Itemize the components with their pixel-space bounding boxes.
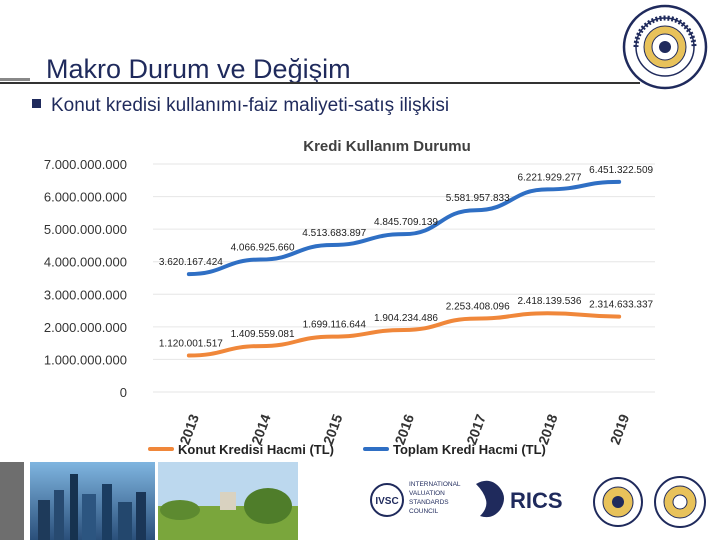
data-label: 2.418.139.536 (517, 296, 581, 307)
bullet-item: Konut kredisi kullanımı-faiz maliyeti-sa… (32, 95, 449, 117)
data-point (546, 188, 548, 190)
data-point (475, 318, 477, 320)
data-label: 6.451.322.509 (589, 165, 653, 176)
partner-seal-logo (593, 477, 643, 527)
y-tick-label: 7.000.000.000 (44, 157, 127, 172)
data-label: 5.581.957.833 (446, 193, 510, 204)
data-point (403, 329, 405, 331)
data-point (188, 355, 190, 357)
footer-strip: IVSC INTERNATIONAL VALUATION STANDARDS COUN… (0, 462, 720, 540)
legend-label: Toplam Kredi Hacmi (TL) (393, 442, 546, 457)
data-point (618, 316, 620, 318)
ivsc-acronym: IVSC (375, 496, 398, 507)
y-tick-label: 1.000.000.000 (44, 352, 127, 367)
data-point (546, 312, 548, 314)
data-point (618, 181, 620, 183)
data-label: 1.409.559.081 (231, 329, 295, 340)
ivsc-name-line: STANDARDS (409, 499, 449, 506)
data-label: 2.253.408.096 (446, 302, 510, 313)
rics-wordmark: RICS (510, 488, 563, 513)
data-label: 3.620.167.424 (159, 257, 223, 268)
ivsc-name-line: INTERNATIONAL (409, 481, 461, 488)
y-tick-label: 6.000.000.000 (44, 190, 127, 205)
data-label: 1.904.234.486 (374, 313, 438, 324)
footer-accent-bar (0, 462, 24, 540)
y-tick-label: 5.000.000.000 (44, 222, 127, 237)
rics-logo: RICS (476, 480, 563, 518)
data-label: 6.221.929.277 (517, 172, 581, 183)
ivsc-logo: IVSC INTERNATIONAL VALUATION STANDARDS COUN… (370, 481, 461, 517)
data-label: 1.120.001.517 (159, 339, 223, 350)
data-label: 4.066.925.660 (231, 243, 295, 254)
y-tick-label: 3.000.000.000 (44, 287, 127, 302)
x-tick-label: 2019 (607, 412, 633, 447)
y-tick-label: 0 (120, 385, 127, 400)
ankara-university-seal-small-logo (654, 476, 706, 528)
ankara-university-seal-logo (622, 4, 708, 90)
legend-label: Konut Kredisi Hacmi (TL) (178, 442, 334, 457)
title-divider (0, 82, 640, 84)
data-labels: 1.120.001.517 1.409.559.081 1.699.116.644 1… (159, 165, 654, 350)
city-skyline-photo (30, 462, 155, 540)
ivsc-name-line: VALUATION (409, 490, 445, 497)
bullet-square-icon (32, 99, 41, 108)
data-label: 2.314.633.337 (589, 300, 653, 311)
data-point (260, 259, 262, 261)
data-label: 1.699.116.644 (303, 320, 367, 331)
chart-legend: Konut Kredisi Hacmi (TL) Toplam Kredi Hac… (148, 442, 546, 457)
series-lines (186, 179, 622, 358)
data-point (331, 336, 333, 338)
title-accent-bar (0, 78, 30, 81)
data-point (260, 345, 262, 347)
data-point (331, 244, 333, 246)
data-point (188, 273, 190, 275)
gridlines (153, 163, 655, 393)
data-point (403, 233, 405, 235)
data-label: 4.845.709.139 (374, 217, 438, 228)
y-tick-label: 4.000.000.000 (44, 255, 127, 270)
slide-title: Makro Durum ve Değişim (46, 54, 351, 84)
y-tick-label: 2.000.000.000 (44, 320, 127, 335)
data-point (475, 209, 477, 211)
landscape-photo (158, 462, 298, 540)
ivsc-full-name: INTERNATIONAL VALUATION STANDARDS COUNCIL (409, 481, 461, 515)
bullet-text: Konut kredisi kullanımı-faiz maliyeti-sa… (51, 95, 450, 116)
data-label: 4.513.683.897 (302, 228, 366, 239)
line-chart: Kredi Kullanım Durumu 0 1.000.000.000 2.00… (44, 138, 655, 457)
chart-title: Kredi Kullanım Durumu (303, 138, 471, 155)
ivsc-name-line: COUNCIL (409, 508, 439, 515)
y-axis-tick-labels: 0 1.000.000.000 2.000.000.000 3.000.000.000… (44, 157, 127, 400)
